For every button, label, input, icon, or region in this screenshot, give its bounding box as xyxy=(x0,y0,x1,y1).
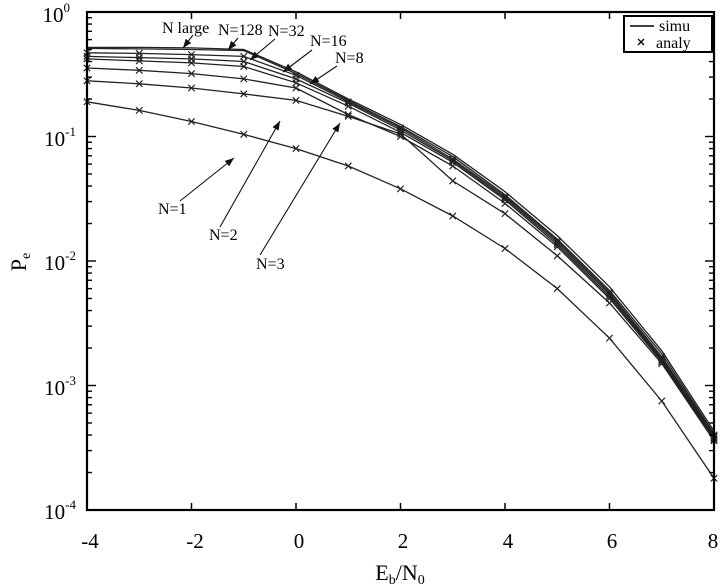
x-marker-icon xyxy=(605,299,614,307)
curve-n-2 xyxy=(86,80,715,442)
x-marker-icon xyxy=(396,130,405,138)
x-marker-icon xyxy=(396,185,405,193)
x-axis-title: Eb/N0 xyxy=(375,560,424,586)
arrowhead-icon xyxy=(183,38,192,48)
x-tick-label: -4 xyxy=(81,529,99,553)
curve-n-32 xyxy=(86,52,715,436)
x-tick-label: 6 xyxy=(607,529,618,553)
x-marker-icon xyxy=(501,194,509,202)
x-marker-icon xyxy=(344,102,352,110)
x-marker-icon xyxy=(135,106,143,115)
y-tick-label: 10-2 xyxy=(44,248,76,275)
x-tick-label: -2 xyxy=(186,529,204,553)
x-marker-icon xyxy=(449,157,457,165)
label-n-8: N=8 xyxy=(335,50,364,67)
x-marker-icon xyxy=(240,52,248,61)
annotation-labels: N large N=128 N=32 N=16 N=8 N=1 N=2 N=3 xyxy=(158,20,364,273)
curve-n-8 xyxy=(86,58,715,439)
legend-label-simu: simu xyxy=(659,18,690,35)
x-marker-icon xyxy=(135,80,143,88)
x-marker-icon xyxy=(135,57,143,65)
x-marker-icon xyxy=(240,75,248,83)
label-n-32: N=32 xyxy=(268,23,305,40)
x-marker-icon xyxy=(658,359,666,368)
x-marker-icon xyxy=(240,90,248,98)
x-marker-icon xyxy=(344,162,352,170)
x-marker-icon xyxy=(344,99,352,107)
x-marker-icon xyxy=(605,334,614,342)
x-marker-icon xyxy=(292,96,300,105)
label-n-large: N large xyxy=(162,20,209,37)
y-tick-label: 10-1 xyxy=(44,124,76,151)
y-tick-label: 100 xyxy=(43,0,71,27)
x-marker-icon xyxy=(240,62,248,71)
arrowhead-icon xyxy=(332,123,340,133)
x-marker-icon xyxy=(292,144,300,153)
x-marker-icon xyxy=(553,252,561,260)
x-marker-icon xyxy=(344,110,352,119)
label-n-2: N=2 xyxy=(209,227,238,244)
axis-ticks xyxy=(86,12,715,511)
x-tick-label: 0 xyxy=(294,529,305,553)
y-axis-title: Pe xyxy=(6,253,34,271)
x-tick-label: 4 xyxy=(503,529,514,553)
x-marker-icon xyxy=(187,84,196,92)
x-marker-icon xyxy=(240,130,248,139)
x-marker-icon xyxy=(501,192,509,201)
x-marker-icon xyxy=(553,243,561,251)
legend: simu analy xyxy=(623,15,713,53)
x-marker-icon xyxy=(501,199,509,208)
curve-n-1 xyxy=(86,101,715,479)
analytic-markers xyxy=(83,49,718,482)
x-marker-icon xyxy=(135,54,143,62)
x-marker-icon xyxy=(187,59,196,67)
x-marker-icon xyxy=(658,354,666,363)
x-marker-icon xyxy=(501,210,509,218)
x-tick-label: 2 xyxy=(398,529,409,553)
arrowhead-icon xyxy=(224,158,234,167)
legend-label-analy: analy xyxy=(656,35,691,52)
x-marker-icon xyxy=(501,244,509,253)
legend-box xyxy=(623,15,713,53)
y-tick-labels: 100 10-1 10-2 10-3 10-4 xyxy=(43,0,77,524)
x-marker-icon xyxy=(187,69,196,78)
x-marker-icon xyxy=(658,358,666,366)
x-marker-icon xyxy=(292,79,300,87)
x-marker-icon xyxy=(658,397,666,405)
x-marker-icon xyxy=(449,162,457,170)
annotation-arrows xyxy=(179,34,341,256)
arrowhead-icon xyxy=(310,76,320,84)
x-marker-icon xyxy=(344,112,352,121)
x-marker-icon xyxy=(605,292,614,300)
label-n-1: N=1 xyxy=(158,201,187,218)
x-marker-icon xyxy=(396,132,405,141)
arrowhead-icon xyxy=(272,121,280,131)
x-tick-labels: -4 -2 0 2 4 6 8 xyxy=(81,529,718,553)
label-n-16: N=16 xyxy=(310,33,347,50)
label-n-128: N=128 xyxy=(218,22,263,39)
x-marker-icon xyxy=(449,155,457,163)
label-n-3: N=3 xyxy=(256,256,285,273)
x-marker-icon xyxy=(187,117,196,126)
arrowhead-icon xyxy=(283,63,293,72)
x-marker-icon xyxy=(553,241,561,249)
curve-n-large xyxy=(87,46,715,432)
curve-n-16 xyxy=(86,55,715,437)
y-tick-label: 10-4 xyxy=(44,497,76,524)
arrowhead-icon xyxy=(228,40,237,50)
arrowhead-icon xyxy=(250,51,260,60)
x-marker-icon xyxy=(553,284,561,293)
x-marker-icon xyxy=(135,66,143,74)
data-curves xyxy=(86,46,715,479)
x-tick-label: 8 xyxy=(708,529,719,553)
curve-n-128 xyxy=(86,47,715,435)
x-marker-icon xyxy=(449,177,457,185)
legend-x-marker-icon xyxy=(637,38,645,46)
y-tick-label: 10-3 xyxy=(44,373,76,400)
x-marker-icon xyxy=(449,212,457,220)
x-marker-icon xyxy=(292,84,300,92)
